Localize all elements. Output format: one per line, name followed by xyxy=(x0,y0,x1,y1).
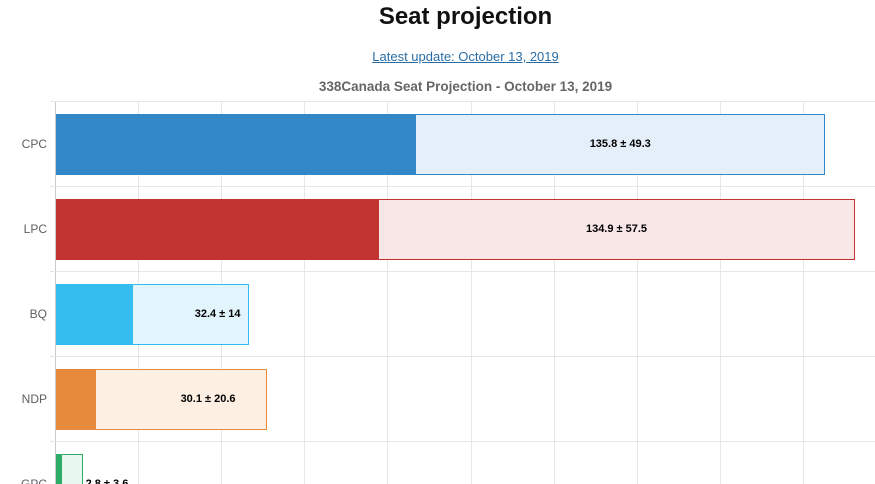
y-axis-label-bq: BQ xyxy=(29,307,47,321)
value-label-cpc: 135.8 ± 49.3 xyxy=(589,138,651,150)
error-band-cpc[interactable] xyxy=(415,114,826,175)
y-gridline xyxy=(50,186,875,187)
bar-bq[interactable] xyxy=(56,284,133,345)
y-axis-line xyxy=(55,101,56,484)
update-line: Latest update: October 13, 2019 xyxy=(56,49,875,64)
bar-gpc[interactable] xyxy=(56,454,61,484)
error-band-lpc[interactable] xyxy=(377,199,856,260)
value-label-lpc: 134.9 ± 57.5 xyxy=(585,223,648,235)
x-gridline xyxy=(554,101,555,484)
x-gridline xyxy=(387,101,388,484)
x-gridline xyxy=(720,101,721,484)
x-gridline xyxy=(304,101,305,484)
y-gridline xyxy=(50,271,875,272)
value-label-bq: 32.4 ± 14 xyxy=(194,308,241,320)
bar-ndp[interactable] xyxy=(56,369,96,430)
y-gridline xyxy=(50,101,875,102)
y-axis-label-gpc: GPC xyxy=(20,477,47,484)
y-gridline xyxy=(50,441,875,442)
value-label-ndp: 30.1 ± 20.6 xyxy=(180,393,236,405)
x-gridline xyxy=(471,101,472,484)
y-axis-label-ndp: NDP xyxy=(21,392,47,406)
x-gridline xyxy=(637,101,638,484)
latest-update-link[interactable]: Latest update: October 13, 2019 xyxy=(372,49,559,64)
seat-projection-plot-area: CPC 135.8 ± 49.3 LPC 134.9 ± 57.5 BQ 32.4 ± 1… xyxy=(0,101,875,484)
value-label-gpc: 2.8 ± 3.6 xyxy=(85,478,129,484)
y-gridline xyxy=(50,356,875,357)
y-axis-label-cpc: CPC xyxy=(21,137,47,151)
y-axis-label-lpc: LPC xyxy=(23,222,47,236)
bar-cpc[interactable] xyxy=(56,114,416,175)
x-gridline xyxy=(803,101,804,484)
bar-lpc[interactable] xyxy=(56,199,378,260)
error-band-gpc[interactable] xyxy=(61,454,83,484)
error-band-bq[interactable] xyxy=(132,284,249,345)
chart-title: 338Canada Seat Projection - October 13, … xyxy=(318,79,613,94)
page-title: Seat projection xyxy=(378,3,553,30)
error-band-ndp[interactable] xyxy=(95,369,267,430)
